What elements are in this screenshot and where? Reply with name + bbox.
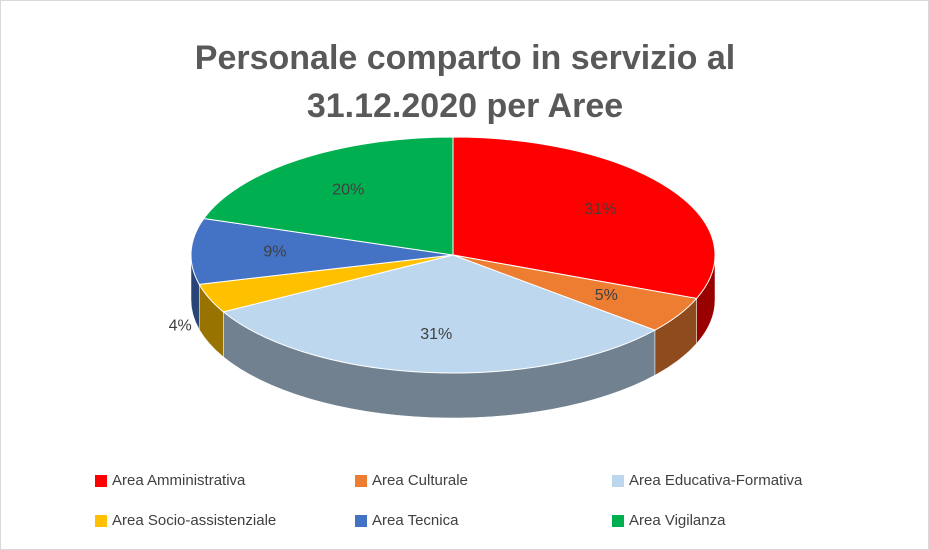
data-label: 5% (595, 287, 618, 304)
data-label: 31% (420, 326, 452, 343)
legend-label: Area Vigilanza (629, 512, 726, 529)
legend-swatch (95, 515, 107, 527)
legend-label: Area Culturale (372, 472, 468, 489)
legend-swatch (612, 515, 624, 527)
legend-label: Area Socio-assistenziale (112, 512, 276, 529)
legend-swatch (612, 475, 624, 487)
legend-label: Area Amministrativa (112, 472, 246, 489)
slice (190, 217, 454, 285)
legend-swatch (95, 475, 107, 487)
slice (452, 136, 716, 299)
chart-title: Personale comparto in servizio al (195, 39, 735, 77)
data-label: 9% (263, 244, 286, 261)
legend-swatch (355, 475, 367, 487)
slice (222, 254, 657, 374)
data-label: 31% (584, 201, 616, 218)
legend-label: Area Educativa-Formativa (629, 472, 803, 489)
data-label: 20% (332, 181, 364, 198)
legend-label: Area Tecnica (372, 512, 459, 529)
legend-swatch (355, 515, 367, 527)
slice (202, 136, 454, 256)
chart-title: 31.12.2020 per Aree (307, 87, 623, 125)
data-label: 4% (169, 317, 192, 334)
